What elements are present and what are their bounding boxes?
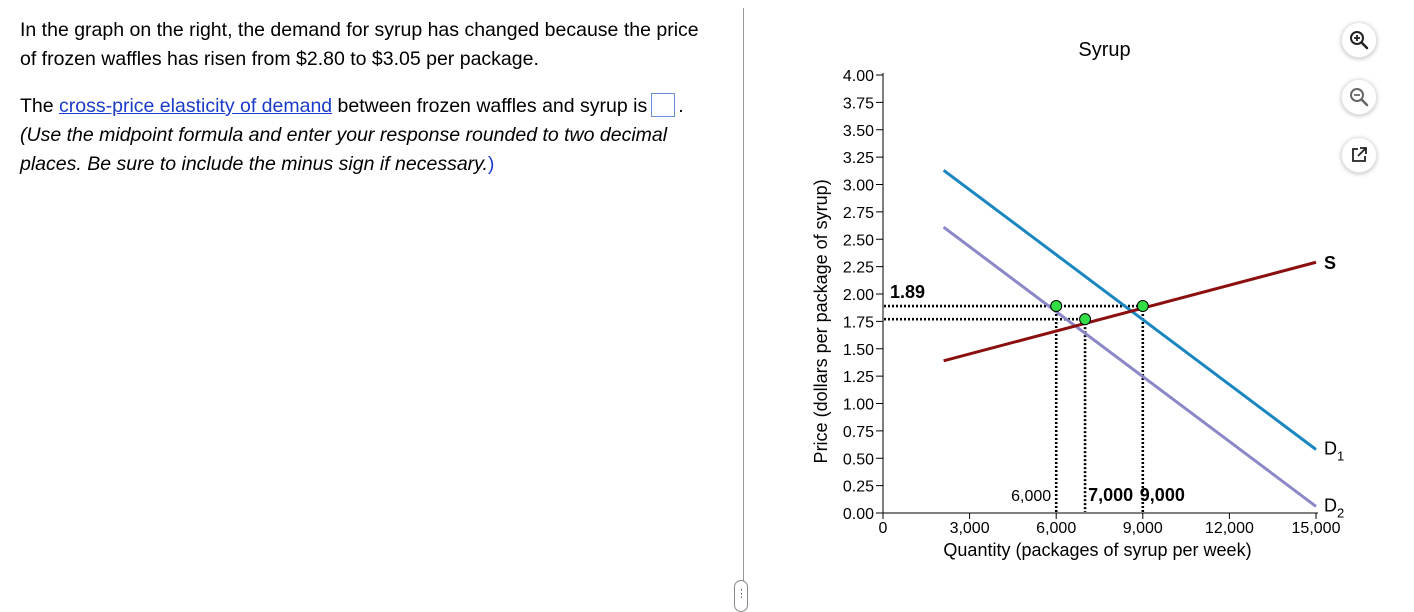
equilibrium-point-3 <box>1136 300 1149 313</box>
supply-label: S <box>1324 253 1336 273</box>
x-tick-label: 9,000 <box>1123 520 1163 537</box>
quantity-annotation-1: 6,000 <box>1011 488 1051 505</box>
question-intro: In the graph on the right, the demand fo… <box>20 19 699 70</box>
x-axis-label: Quantity (packages of syrup per week) <box>943 540 1251 560</box>
demand-1-label: D1 <box>1324 438 1344 463</box>
x-tick-label: 3,000 <box>950 520 990 537</box>
zoom-out-icon <box>1350 88 1369 107</box>
y-axis-label: Price (dollars per package of syrup) <box>811 179 831 463</box>
x-tick-label: 0 <box>879 520 888 537</box>
chart-title: Syrup <box>1078 39 1130 61</box>
y-tick-label: 0.75 <box>843 424 874 441</box>
cross-price-elasticity-link[interactable]: cross-price elasticity of demand <box>59 95 333 117</box>
y-tick-label: 0.00 <box>843 506 874 523</box>
zoom-in-button[interactable] <box>1341 22 1377 58</box>
y-tick-label: 3.25 <box>843 150 874 167</box>
y-tick-label: 2.25 <box>843 260 874 277</box>
x-tick-label: 15,000 <box>1292 520 1341 537</box>
price-annotation: 1.89 <box>890 282 925 302</box>
popout-button[interactable] <box>1341 137 1377 173</box>
popout-icon <box>1352 147 1367 162</box>
y-tick-label: 2.75 <box>843 205 874 222</box>
y-tick-label: 3.50 <box>843 123 874 140</box>
instruction-text: (Use the midpoint formula and enter your… <box>20 124 668 175</box>
y-tick-label: 1.25 <box>843 369 874 386</box>
quantity-annotation-2: 7,000 <box>1088 485 1133 505</box>
y-tick-label: 1.00 <box>843 397 874 414</box>
prompt-after-link: between frozen waffles and syrup is <box>332 95 648 117</box>
panel-divider[interactable] <box>743 8 744 608</box>
prompt-after-box: . <box>678 95 684 117</box>
y-tick-label: 3.00 <box>843 178 874 195</box>
y-tick-label: 0.50 <box>843 451 874 468</box>
series-line-d1 <box>942 169 1317 451</box>
quantity-annotation-3: 9,000 <box>1140 485 1185 505</box>
demand-2-label: D2 <box>1324 495 1344 520</box>
y-tick-label: 1.50 <box>843 342 874 359</box>
equilibrium-point-2 <box>1079 313 1092 326</box>
closing-paren: ) <box>487 153 495 175</box>
answer-input[interactable] <box>651 93 676 117</box>
equilibrium-point-1 <box>1050 300 1063 313</box>
question-prompt: The cross-price elasticity of demand bet… <box>20 92 720 179</box>
y-tick-label: 4.00 <box>843 68 874 85</box>
prompt-prefix: The <box>20 95 60 117</box>
x-tick-label: 6,000 <box>1036 520 1076 537</box>
series-line-d2 <box>942 226 1317 508</box>
question-panel: In the graph on the right, the demand fo… <box>20 16 720 179</box>
y-tick-label: 2.00 <box>843 287 874 304</box>
zoom-in-icon <box>1350 31 1369 50</box>
zoom-out-button[interactable] <box>1341 79 1377 115</box>
y-tick-label: 2.50 <box>843 232 874 249</box>
y-tick-label: 1.75 <box>843 314 874 331</box>
y-tick-label: 3.75 <box>843 95 874 112</box>
series-line-s <box>943 260 1317 363</box>
y-tick-label: 0.25 <box>843 479 874 496</box>
x-tick-label: 12,000 <box>1205 520 1254 537</box>
